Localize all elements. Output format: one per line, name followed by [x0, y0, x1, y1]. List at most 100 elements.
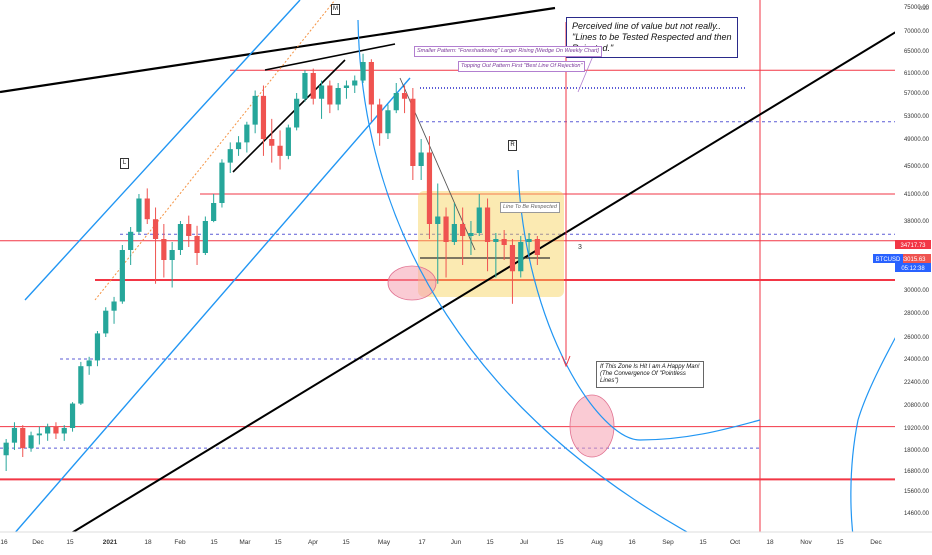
channel-lower: [0, 77, 411, 551]
topping-pattern-tag: Topping Out Pattern First "Best Line Of …: [458, 61, 586, 72]
y-tick-label-6: 49000.00: [904, 137, 930, 143]
x-tick-label-20: 15: [699, 539, 707, 546]
marker-l: L: [120, 158, 129, 169]
candle-body-5: [45, 426, 51, 434]
y-unit-label: USD: [918, 6, 929, 12]
happy-zone-note-line1: If This Zone Is Hit I am A Happy Man!: [600, 364, 700, 370]
consolidation-zone-layer: [387, 191, 615, 458]
candle-body-39: [327, 85, 333, 105]
candle-body-61: [509, 245, 516, 272]
y-tick-label-9: 38000.00: [904, 219, 930, 225]
x-tick-label-15: Jul: [520, 539, 529, 546]
price-label-0: 34717.73: [900, 243, 926, 249]
orange-dotted-guide: [94, 0, 336, 301]
x-tick-label-17: Aug: [591, 539, 603, 546]
y-tick-label-1: 70000.00: [904, 29, 930, 35]
ellipse-lower-left: [387, 265, 437, 301]
x-tick-label-5: Feb: [174, 539, 186, 546]
x-tick-label-10: 15: [342, 539, 350, 546]
candle-body-8: [69, 403, 76, 428]
ellipse-target-zone: [569, 394, 615, 458]
x-tick-label-14: 15: [486, 539, 494, 546]
x-tick-label-21: Oct: [730, 539, 740, 546]
y-tick-label-7: 45000.00: [904, 164, 930, 170]
y-tick-label-14: 26000.00: [904, 335, 930, 341]
x-tick-label-22: 18: [766, 539, 774, 546]
candle-body-26: [219, 162, 225, 203]
y-tick-label-3: 61000.00: [904, 71, 930, 77]
happy-zone-note-line2: (The Convergence Of "Pointless Lines"): [600, 371, 686, 384]
candle-body-62: [518, 242, 524, 272]
candle-body-23: [194, 236, 200, 253]
marker-r: R: [508, 140, 517, 151]
candle-body-19: [161, 239, 167, 260]
candle-body-10: [86, 360, 92, 367]
y-tick-label-16: 22400.00: [904, 380, 930, 386]
candle-body-31: [260, 95, 267, 139]
x-tick-label-23: Nov: [800, 539, 812, 546]
price-axis-layer: 75000.00 70000.00 65000.00 61000.00 57000.00…: [873, 0, 932, 532]
candle-body-25: [211, 203, 217, 221]
x-tick-label-24: 15: [836, 539, 844, 546]
x-tick-label-13: Jun: [451, 539, 462, 546]
perceived-value-note-line1: Perceived line of value but not really..: [572, 21, 721, 31]
y-tick-label-17: 20800.00: [904, 403, 930, 409]
x-tick-label-19: Sep: [662, 539, 674, 546]
candle-body-35: [294, 98, 300, 128]
wedge-upper: [264, 43, 396, 71]
candle-body-20: [169, 250, 175, 260]
price-label-1: 33015.63: [900, 257, 926, 263]
marker-m: M: [331, 4, 340, 15]
price-label-3: 05:12:38: [901, 266, 925, 272]
y-tick-label-8: 41000.00: [904, 192, 930, 198]
candle-body-45: [377, 104, 383, 134]
candle-body-60: [501, 239, 507, 245]
candle-body-29: [244, 124, 250, 143]
price-label-2: BTCUSD: [876, 257, 901, 263]
x-tick-label-25: Dec: [870, 539, 882, 546]
y-tick-label-2: 65000.00: [904, 49, 930, 55]
x-tick-label-16: 15: [556, 539, 564, 546]
candle-body-18: [152, 219, 159, 239]
x-tick-label-12: 17: [418, 539, 426, 546]
y-tick-label-20: 16800.00: [904, 469, 930, 475]
candle-body-51: [426, 152, 433, 224]
candle-body-2: [20, 428, 26, 449]
candle-body-53: [443, 216, 449, 242]
candle-body-54: [451, 224, 457, 242]
x-tick-label-2: 15: [66, 539, 74, 546]
line-to-be-respected-tag: Line To Be Respected: [500, 202, 560, 213]
candle-body-17: [144, 198, 150, 220]
candle-body-11: [94, 333, 101, 361]
candle-body-22: [186, 224, 192, 236]
candle-body-28: [235, 142, 242, 150]
candle-body-49: [410, 98, 416, 166]
candle-body-0: [3, 442, 9, 456]
candle-body-38: [318, 85, 325, 99]
candle-body-40: [335, 88, 341, 105]
y-tick-label-12: 30000.00: [904, 288, 930, 294]
x-tick-label-7: Mar: [239, 539, 251, 546]
horizontal-levels-layer: [0, 0, 895, 532]
marker-3: 3: [578, 244, 582, 251]
y-tick-label-5: 53000.00: [904, 114, 930, 120]
arc-right: [517, 169, 761, 441]
wedge-pattern-tag: Smaller Pattern: "Foreshadowing" Larger …: [414, 46, 602, 57]
time-axis-layer: 16 Dec 15 2021 18 Feb 15 Mar 15 Apr 15 May 17 Jun 15 Ju…: [0, 531, 932, 550]
candle-body-46: [385, 110, 391, 134]
candle-body-14: [119, 250, 125, 302]
candle-body-44: [368, 62, 374, 105]
candle-body-24: [202, 221, 208, 253]
x-tick-label-11: May: [378, 539, 391, 546]
x-tick-label-0: 16: [0, 539, 8, 546]
candle-body-47: [393, 93, 399, 111]
candle-body-32: [269, 139, 275, 146]
x-tick-label-9: Apr: [308, 539, 319, 546]
x-tick-label-4: 18: [144, 539, 152, 546]
y-tick-label-22: 14600.00: [904, 511, 930, 517]
candle-body-3: [28, 435, 34, 449]
candle-body-55: [460, 224, 466, 236]
candle-body-21: [177, 224, 184, 250]
